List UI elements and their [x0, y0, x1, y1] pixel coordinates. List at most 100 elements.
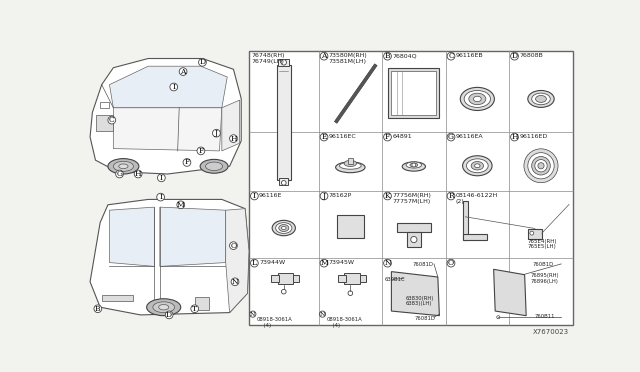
Ellipse shape: [344, 160, 356, 167]
Text: 08146-6122H
(2): 08146-6122H (2): [456, 193, 498, 204]
Circle shape: [230, 242, 237, 250]
Text: I: I: [172, 83, 175, 91]
Text: F: F: [184, 158, 189, 166]
Bar: [337, 215, 364, 238]
Ellipse shape: [153, 302, 175, 312]
Ellipse shape: [467, 159, 488, 173]
Circle shape: [383, 259, 392, 267]
Circle shape: [320, 192, 328, 200]
Text: 760B1D: 760B1D: [532, 262, 554, 267]
Circle shape: [319, 311, 326, 317]
Text: 64891: 64891: [392, 134, 412, 139]
Text: I: I: [160, 174, 163, 182]
Ellipse shape: [532, 93, 550, 105]
Polygon shape: [90, 58, 241, 174]
Ellipse shape: [335, 162, 365, 173]
Bar: [392, 71, 436, 115]
Circle shape: [231, 278, 239, 286]
Circle shape: [320, 133, 328, 141]
Text: N: N: [320, 312, 325, 317]
Ellipse shape: [279, 225, 289, 231]
Circle shape: [320, 259, 328, 267]
Ellipse shape: [119, 164, 128, 169]
Circle shape: [94, 305, 102, 312]
Text: 76804Q: 76804Q: [392, 53, 417, 58]
Text: N: N: [232, 278, 238, 286]
Circle shape: [250, 192, 259, 200]
Ellipse shape: [282, 227, 286, 230]
Ellipse shape: [108, 158, 139, 174]
Text: 76081D: 76081D: [415, 316, 435, 321]
Polygon shape: [392, 272, 440, 316]
Ellipse shape: [113, 161, 134, 171]
Ellipse shape: [536, 96, 547, 102]
Circle shape: [197, 147, 205, 155]
Ellipse shape: [471, 161, 484, 170]
Circle shape: [108, 116, 116, 124]
Polygon shape: [493, 269, 526, 316]
Text: 76808B: 76808B: [519, 53, 543, 58]
Circle shape: [383, 52, 392, 60]
Ellipse shape: [475, 164, 480, 168]
Text: X7670023: X7670023: [532, 329, 569, 335]
Text: 08918-3061A
    (4): 08918-3061A (4): [326, 317, 362, 328]
Text: T: T: [192, 305, 197, 313]
Bar: [293, 275, 300, 282]
Text: 76081D: 76081D: [413, 262, 434, 267]
Text: D: D: [511, 52, 518, 60]
Bar: [278, 58, 289, 66]
Polygon shape: [113, 108, 222, 151]
Circle shape: [447, 52, 455, 60]
Bar: [271, 275, 279, 282]
Ellipse shape: [464, 90, 490, 108]
Text: I: I: [159, 193, 162, 201]
Bar: [360, 275, 366, 282]
Text: I: I: [253, 192, 256, 200]
Text: C: C: [109, 116, 115, 124]
Text: F: F: [385, 133, 390, 141]
Circle shape: [183, 158, 191, 166]
Circle shape: [157, 174, 165, 182]
Text: A: A: [180, 68, 186, 76]
Text: K: K: [385, 192, 390, 200]
Text: 96116E: 96116E: [259, 193, 282, 198]
Text: J: J: [215, 129, 218, 137]
Bar: [388, 68, 440, 118]
Circle shape: [282, 289, 286, 294]
Ellipse shape: [528, 90, 554, 108]
Bar: [249, 51, 573, 325]
Text: 77756M(RH)
77757M(LH): 77756M(RH) 77757M(LH): [392, 193, 431, 204]
Text: 630B1C: 630B1C: [385, 277, 405, 282]
Text: H: H: [511, 133, 518, 141]
Polygon shape: [109, 207, 154, 266]
Circle shape: [447, 259, 455, 267]
Text: R: R: [448, 192, 454, 200]
Circle shape: [348, 291, 353, 295]
Text: M: M: [177, 201, 184, 209]
Text: J: J: [323, 192, 326, 200]
Text: 96116EC: 96116EC: [329, 134, 356, 139]
Circle shape: [511, 52, 518, 60]
Circle shape: [230, 135, 237, 142]
Bar: [463, 201, 468, 240]
Circle shape: [212, 129, 220, 137]
Ellipse shape: [205, 162, 223, 170]
Text: N: N: [250, 312, 255, 317]
Ellipse shape: [406, 162, 422, 168]
Ellipse shape: [147, 299, 180, 316]
Text: 76895(RH)
76896(LH): 76895(RH) 76896(LH): [531, 273, 559, 284]
Text: E: E: [321, 133, 327, 141]
Text: O: O: [230, 241, 237, 250]
Text: M: M: [320, 259, 328, 267]
Circle shape: [165, 311, 173, 319]
Bar: [397, 222, 431, 232]
Circle shape: [535, 160, 547, 172]
Ellipse shape: [469, 93, 486, 105]
Text: 63830(RH)
6383)(LH): 63830(RH) 6383)(LH): [405, 296, 434, 307]
Circle shape: [250, 259, 259, 267]
Circle shape: [170, 83, 178, 91]
Text: B: B: [385, 52, 390, 60]
Polygon shape: [334, 64, 377, 123]
Text: 73580M(RH)
73581M(LH): 73580M(RH) 73581M(LH): [329, 53, 367, 64]
Text: B: B: [95, 305, 100, 313]
